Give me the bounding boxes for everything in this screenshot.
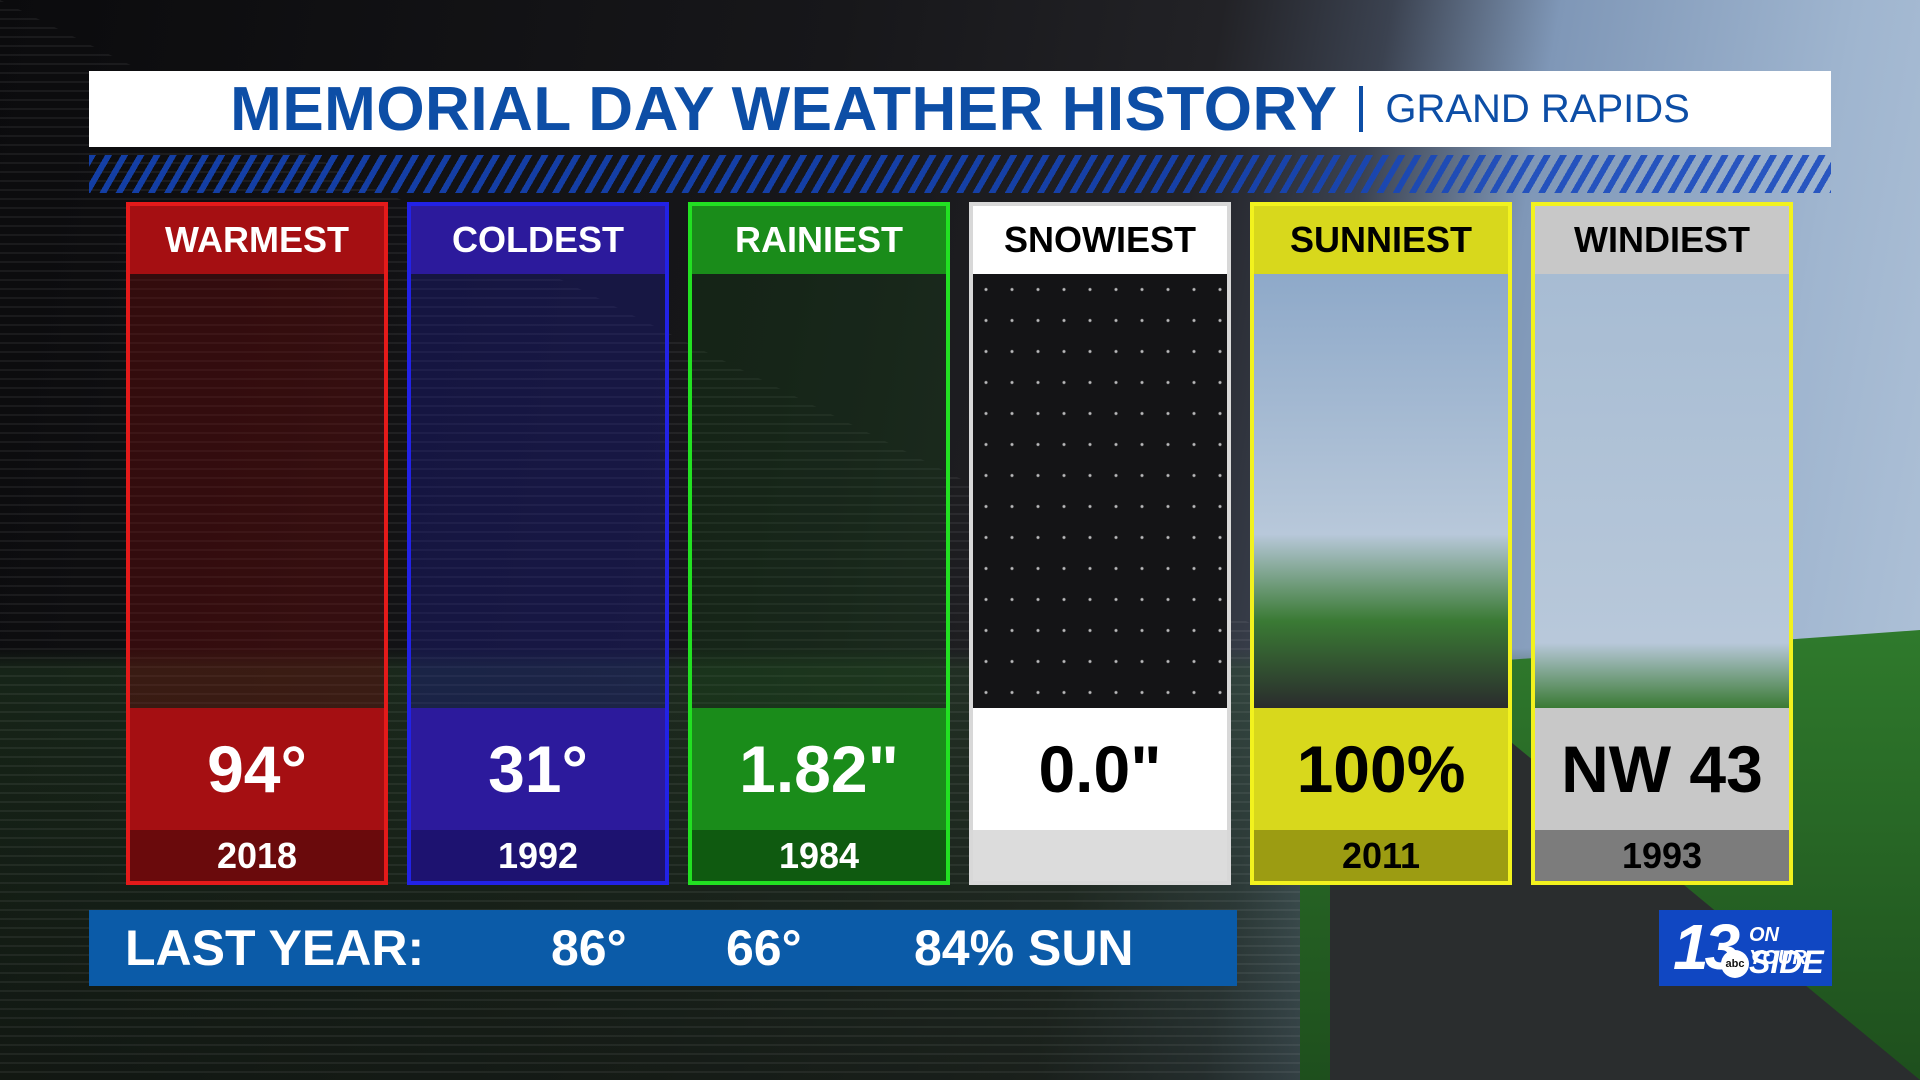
record-label: WARMEST [130,206,384,274]
last-year-low: 66° [726,920,802,976]
record-label: SUNNIEST [1254,206,1508,274]
record-year: 1992 [411,830,665,881]
last-year-high: 86° [551,920,627,976]
record-card: WARMEST 94° 2018 [126,202,388,885]
record-year: 1993 [1535,830,1789,881]
record-value: 31° [411,708,665,830]
last-year-sun: 84% SUN [914,920,1134,976]
record-card: RAINIEST 1.82" 1984 [688,202,950,885]
record-label: WINDIEST [1535,206,1789,274]
record-year: 2018 [130,830,384,881]
record-year [973,830,1227,881]
record-value: 1.82" [692,708,946,830]
record-value: NW 43 [1535,708,1789,830]
record-value: 0.0" [973,708,1227,830]
header-stripes [89,155,1831,193]
record-photo [130,274,384,708]
record-card: SUNNIEST 100% 2011 [1250,202,1512,885]
station-logo: 13 abc ON YOUR SIDE [1659,910,1832,986]
subtitle: GRAND RAPIDS [1385,86,1690,131]
header: MEMORIAL DAY WEATHER HISTORY GRAND RAPID… [89,71,1831,147]
title: MEMORIAL DAY WEATHER HISTORY [230,74,1338,144]
record-card: SNOWIEST 0.0" [969,202,1231,885]
separator [1359,86,1364,132]
logo-line: SIDE [1749,944,1824,980]
record-year: 1984 [692,830,946,881]
record-photo [973,274,1227,708]
record-value: 100% [1254,708,1508,830]
record-card: WINDIEST NW 43 1993 [1531,202,1793,885]
last-year-label: LAST YEAR: [125,920,425,976]
record-year: 2011 [1254,830,1508,881]
logo-line: ON YOUR [1749,924,1807,969]
record-photo [1535,274,1789,708]
logo-network: abc [1721,950,1749,978]
record-label: COLDEST [411,206,665,274]
record-photo [411,274,665,708]
record-photo [1254,274,1508,708]
record-label: SNOWIEST [973,206,1227,274]
record-value: 94° [130,708,384,830]
record-photo [692,274,946,708]
last-year-bar: LAST YEAR: 86° 66° 84% SUN [89,910,1237,986]
record-label: RAINIEST [692,206,946,274]
record-card: COLDEST 31° 1992 [407,202,669,885]
